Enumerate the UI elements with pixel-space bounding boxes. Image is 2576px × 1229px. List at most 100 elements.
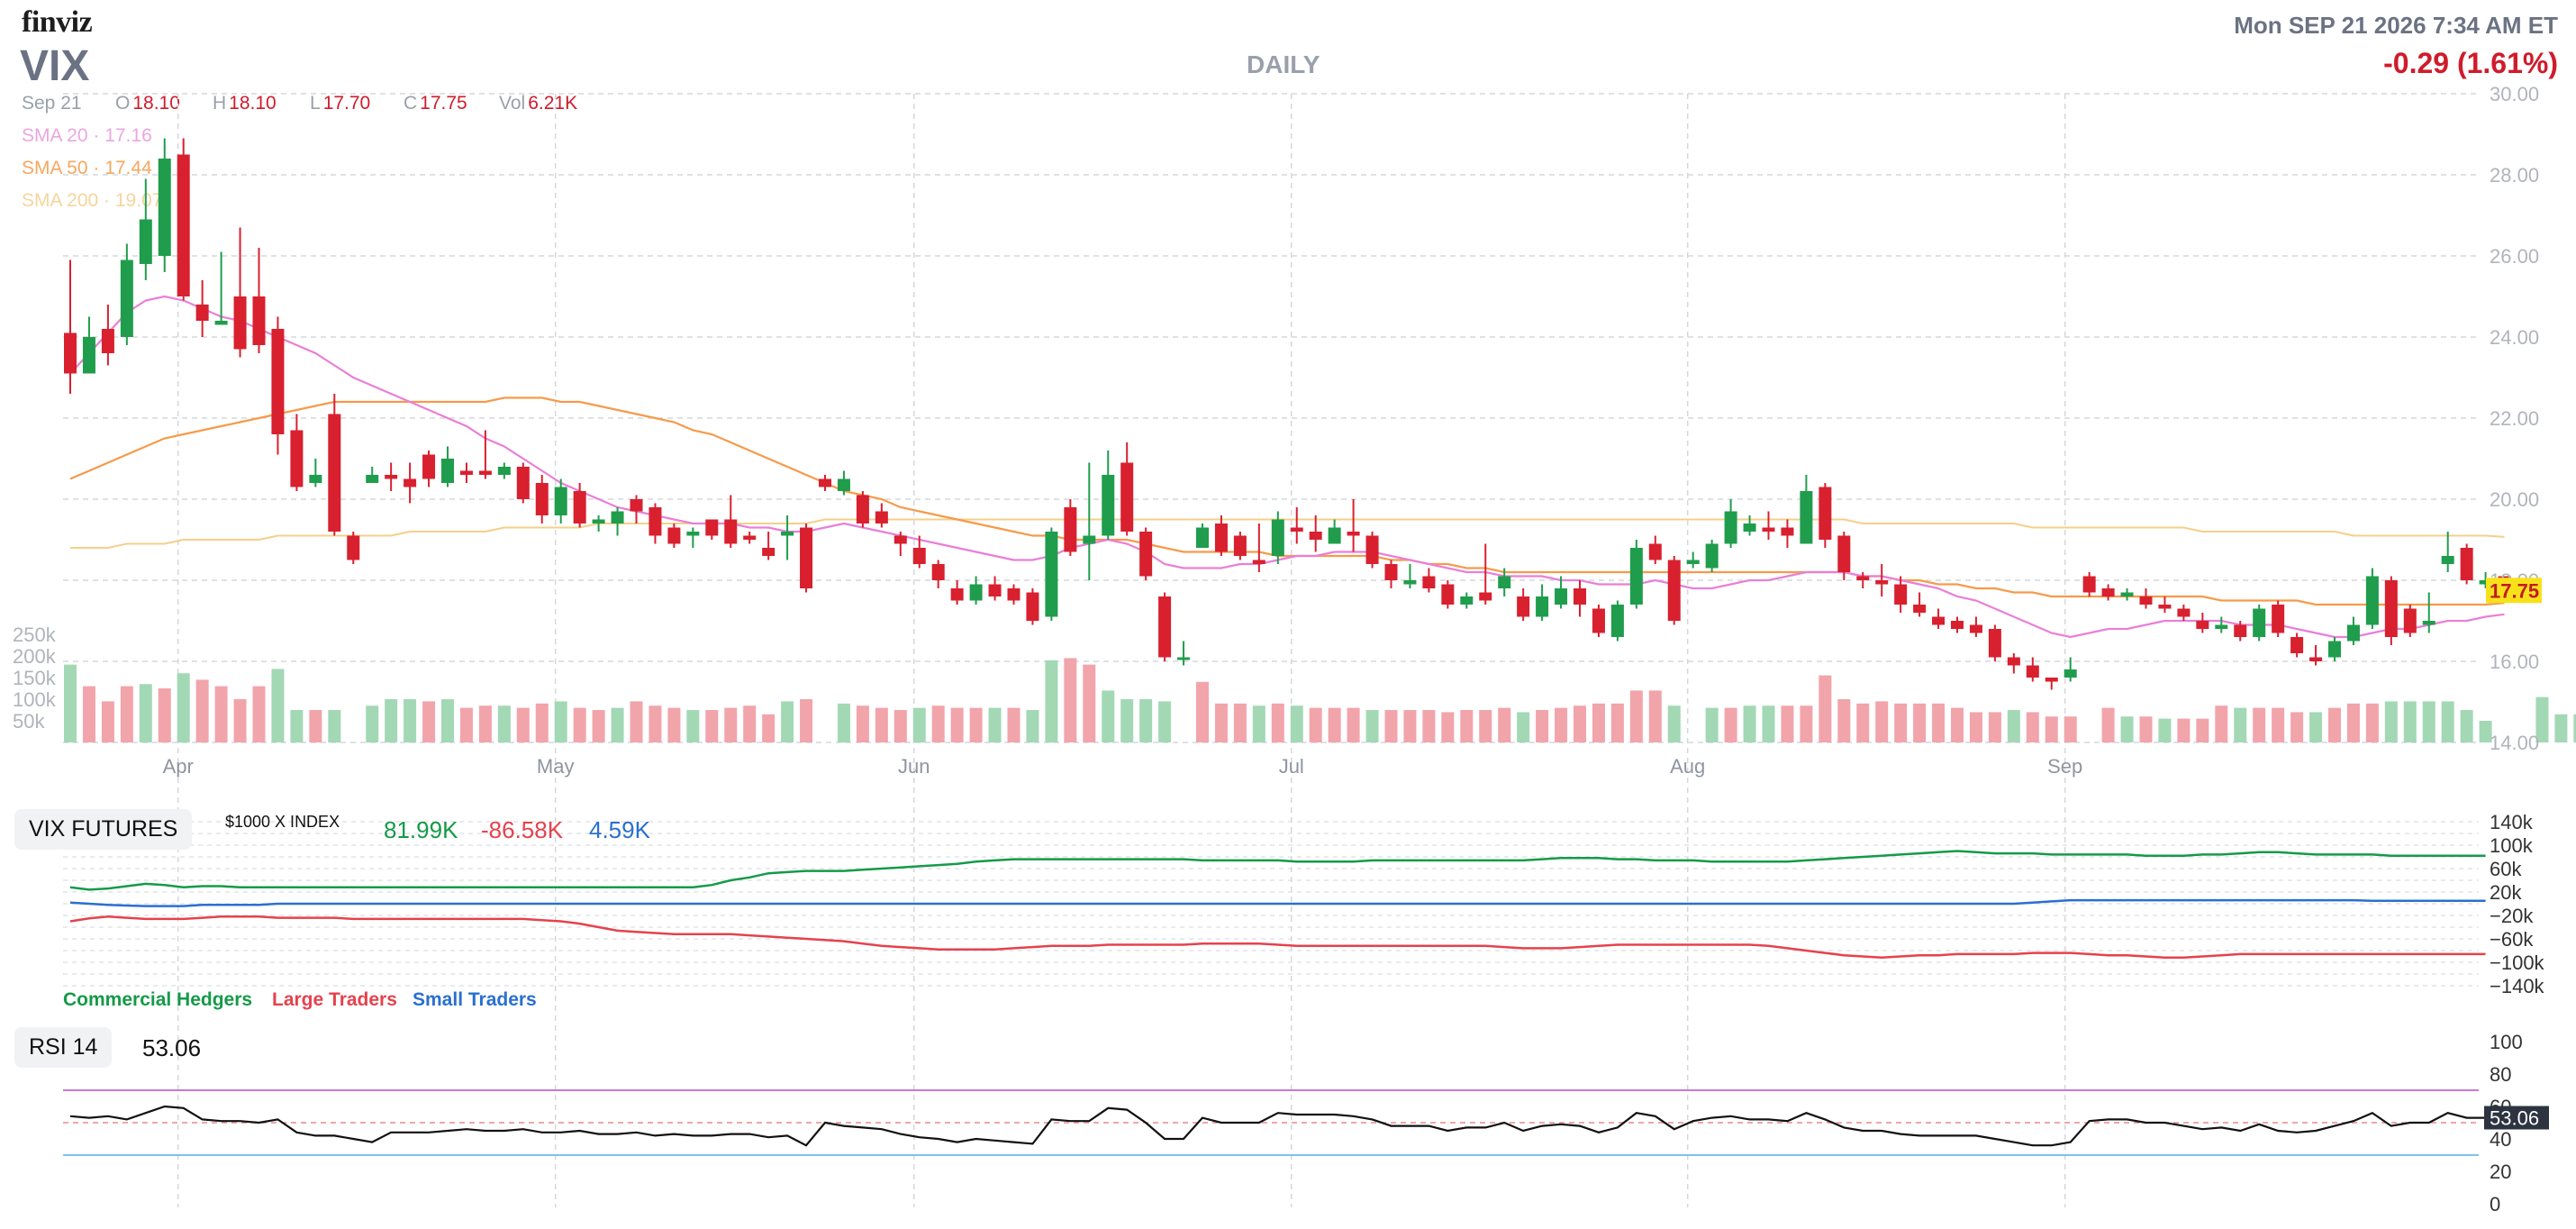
candle-body — [441, 459, 454, 483]
candle-body — [2215, 624, 2228, 629]
sma20-legend[interactable]: SMA 20 · 17.16 — [22, 125, 152, 146]
candle-body — [1233, 535, 1247, 556]
volume-bar — [988, 707, 1002, 742]
volume-bar — [2403, 701, 2417, 742]
volume-bar — [1328, 707, 1341, 742]
volume-bar — [1479, 710, 1492, 742]
volume-bar — [893, 710, 907, 742]
candle-body — [781, 532, 794, 536]
cot-tick-label: 60k — [2490, 858, 2522, 880]
rsi-label[interactable]: RSI 14 — [14, 1027, 113, 1068]
volume-bar — [1536, 710, 1549, 742]
candle-body — [2365, 576, 2379, 625]
ohlc-high: H 18.10 — [213, 93, 277, 114]
month-label: Jul — [1279, 755, 1304, 778]
sma20-line — [69, 295, 2505, 639]
candle-body — [1290, 527, 1303, 532]
volume-bar — [2328, 707, 2341, 742]
volume-bar — [2158, 718, 2172, 742]
volume-bar — [2215, 706, 2228, 742]
candle-body — [2441, 556, 2454, 564]
candle-body — [64, 332, 77, 374]
volume-bar — [2535, 696, 2549, 742]
price-grid — [63, 93, 2479, 1207]
sma200-legend[interactable]: SMA 200 · 19.07 — [22, 190, 163, 211]
volume-bar — [2384, 701, 2398, 742]
volume-bar — [252, 686, 266, 742]
candle-body — [649, 507, 662, 536]
ohlc-close-label: C — [404, 93, 418, 114]
volume-bar — [1667, 706, 1681, 742]
month-label: Aug — [1670, 755, 1705, 778]
volume-bar — [856, 706, 869, 742]
volume-bar — [705, 710, 719, 742]
volume-bar — [950, 707, 964, 742]
price-tick-label: 28.00 — [2490, 164, 2539, 187]
ohlc-volume: Vol 6.21K — [499, 93, 577, 114]
candle-body — [2290, 637, 2304, 653]
volume-bar — [2479, 721, 2492, 742]
rsi-tick-label: 20 — [2490, 1161, 2511, 1183]
volume-bar — [497, 706, 511, 742]
candle-body — [1762, 527, 1775, 532]
candle-body — [1800, 491, 1813, 544]
vix-futures-label[interactable]: VIX FUTURES — [14, 809, 193, 850]
month-label: Sep — [2047, 755, 2082, 778]
volume-bar — [1574, 706, 1586, 742]
candle-body — [120, 259, 133, 337]
candle-body — [1913, 605, 1927, 613]
candle-body — [1309, 532, 1322, 540]
volume-bar — [1517, 712, 1530, 742]
ohlc-volume-value: 6.21K — [528, 93, 578, 114]
volume-bar — [2007, 710, 2020, 742]
volume-bar — [649, 706, 662, 742]
volume-bar — [1102, 690, 1115, 742]
volume-bar — [1139, 699, 1153, 742]
volume-tick-label: 250k — [13, 624, 57, 646]
candle-body — [177, 154, 190, 296]
candle-body — [233, 296, 247, 350]
volume-bar — [441, 699, 454, 742]
sma50-legend[interactable]: SMA 50 · 17.44 — [22, 158, 152, 178]
volume-bar — [82, 686, 95, 742]
volume-bar — [158, 688, 171, 742]
volume-bar — [177, 673, 190, 742]
volume-bar — [1610, 703, 1624, 742]
month-label: May — [537, 755, 575, 778]
candle-body — [1479, 592, 1492, 601]
volume-bar — [1422, 710, 1436, 742]
volume-bar — [195, 679, 209, 742]
ohlc-low: L 17.70 — [310, 93, 370, 114]
candle-body — [667, 527, 681, 544]
candle-body — [1158, 596, 1172, 658]
volume-bar — [573, 707, 586, 742]
finviz-logo[interactable]: finviz — [22, 5, 93, 39]
rsi-value: 53.06 — [142, 1034, 202, 1061]
candle-body — [290, 430, 304, 487]
candle-body — [1574, 588, 1586, 605]
candle-body — [1686, 560, 1700, 564]
volume-bar — [2290, 712, 2304, 742]
volume-bar — [101, 701, 114, 742]
candle-body — [1384, 564, 1398, 580]
cot-small-value: 4.59K — [589, 816, 650, 843]
candle-body — [2064, 669, 2077, 678]
candle-body — [1328, 527, 1341, 544]
ohlc-low-value: 17.70 — [322, 93, 371, 114]
volume-bar — [1403, 710, 1417, 742]
candle-body — [1894, 584, 1908, 605]
candle-body — [2177, 608, 2191, 617]
candle-body — [271, 329, 285, 434]
volume-bar — [2441, 701, 2454, 742]
volume-bar — [1083, 664, 1096, 742]
price-axis: 30.0028.0026.0024.0022.0020.0018.0016.00… — [13, 83, 2542, 778]
volume-bar — [1648, 690, 1662, 742]
candle-body — [1064, 507, 1077, 552]
volume-bar — [2026, 712, 2039, 742]
rsi-value-tag-label: 53.06 — [2490, 1106, 2539, 1129]
volume-bar — [686, 710, 700, 742]
volume-bar — [271, 669, 285, 742]
volume-bar — [800, 699, 813, 742]
price-tick-label: 30.00 — [2490, 83, 2539, 105]
